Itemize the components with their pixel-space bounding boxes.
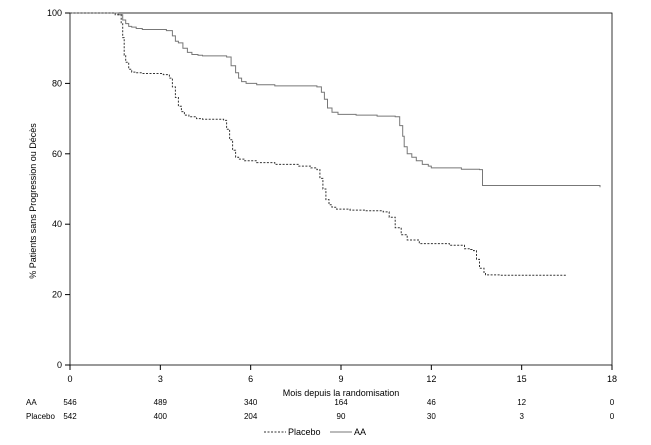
y-tick-label: 80 [52, 78, 62, 88]
x-tick-label: 12 [426, 374, 436, 384]
x-tick-label: 9 [338, 374, 343, 384]
risk-value: 400 [154, 412, 168, 421]
y-tick-label: 0 [57, 360, 62, 370]
risk-row-label: Placebo [26, 412, 55, 421]
risk-value: 489 [154, 398, 168, 407]
y-tick-label: 100 [47, 8, 62, 18]
risk-value: 0 [610, 398, 615, 407]
risk-row-label: AA [26, 398, 37, 407]
x-tick-label: 18 [607, 374, 617, 384]
risk-value: 546 [63, 398, 77, 407]
x-axis-title: Mois depuis la randomisation [283, 388, 400, 398]
risk-value: 204 [244, 412, 258, 421]
risk-value: 542 [63, 412, 77, 421]
x-tick-label: 3 [158, 374, 163, 384]
y-tick-label: 20 [52, 290, 62, 300]
y-tick-label: 60 [52, 149, 62, 159]
plot-frame [69, 12, 613, 366]
series-line-placebo [70, 12, 567, 276]
risk-value: 12 [517, 398, 526, 407]
series-line-aa [70, 12, 601, 188]
risk-value: 0 [610, 412, 615, 421]
x-tick-label: 0 [67, 374, 72, 384]
risk-value: 3 [519, 412, 524, 421]
x-tick-label: 15 [517, 374, 527, 384]
risk-value: 90 [337, 412, 346, 421]
legend-label-aa: AA [354, 427, 366, 437]
y-tick-label: 40 [52, 219, 62, 229]
y-axis-title: % Patients sans Progression ou Décès [28, 123, 38, 279]
legend: Placebo AA [264, 427, 366, 437]
risk-value: 30 [427, 412, 436, 421]
risk-value: 164 [334, 398, 348, 407]
x-tick-label: 6 [248, 374, 253, 384]
legend-label-placebo: Placebo [288, 427, 321, 437]
risk-value: 340 [244, 398, 258, 407]
risk-value: 46 [427, 398, 436, 407]
